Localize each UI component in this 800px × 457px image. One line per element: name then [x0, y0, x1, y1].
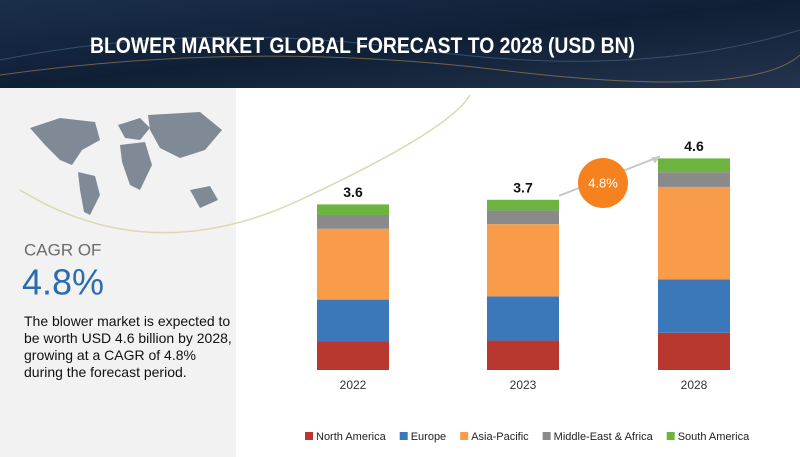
bar-segment	[317, 341, 389, 370]
legend-label: North America	[316, 431, 387, 443]
chart: 3.6 2022 3.7 2023 4.6 2028 4.8% North America Eu…	[305, 138, 750, 443]
bar-segment	[487, 296, 559, 341]
legend-label: Europe	[411, 431, 446, 443]
bar-segment	[317, 214, 389, 229]
bar-segment	[658, 279, 730, 333]
legend-swatch	[542, 432, 551, 440]
description: The blower market is expected to be wort…	[24, 313, 232, 380]
legend-label: Asia-Pacific	[471, 431, 529, 443]
cagr-badge	[578, 158, 628, 208]
bar-segment	[487, 210, 559, 225]
bar-segment	[658, 172, 730, 187]
legend-swatch	[460, 432, 469, 440]
x-tick-label: 2028	[681, 378, 708, 392]
legend-label: South America	[678, 431, 750, 443]
legend-swatch	[666, 432, 675, 440]
bar-segment	[658, 158, 730, 173]
bar-segment	[317, 299, 389, 342]
bar-segment	[487, 340, 559, 370]
cagr-label: CAGR OF	[24, 240, 101, 259]
total-label: 4.6	[684, 138, 704, 154]
growth-arrowhead	[651, 156, 660, 164]
header-decoration	[0, 54, 800, 83]
cagr-value: 4.8%	[22, 262, 104, 303]
x-tick-label: 2023	[510, 378, 537, 392]
bar-segment	[658, 186, 730, 280]
header-background	[0, 0, 800, 88]
legend-label: Middle-East & Africa	[554, 431, 654, 443]
legend-swatch	[399, 432, 408, 440]
total-label: 3.6	[343, 184, 363, 200]
bar-segment	[658, 332, 730, 370]
x-tick-label: 2022	[340, 378, 367, 392]
world-map	[30, 112, 222, 215]
cagr-badge-label: 4.8%	[588, 175, 618, 190]
bar-segment	[317, 228, 389, 300]
decoration-curve	[19, 94, 471, 234]
bar-segment	[317, 204, 389, 215]
bar-segment	[487, 199, 559, 211]
total-label: 3.7	[513, 180, 533, 196]
header-title: BLOWER MARKET GLOBAL FORECAST TO 2028 (U…	[90, 33, 635, 58]
legend-swatch	[305, 432, 313, 440]
bar-segment	[487, 224, 559, 297]
header-decoration	[0, 29, 800, 62]
